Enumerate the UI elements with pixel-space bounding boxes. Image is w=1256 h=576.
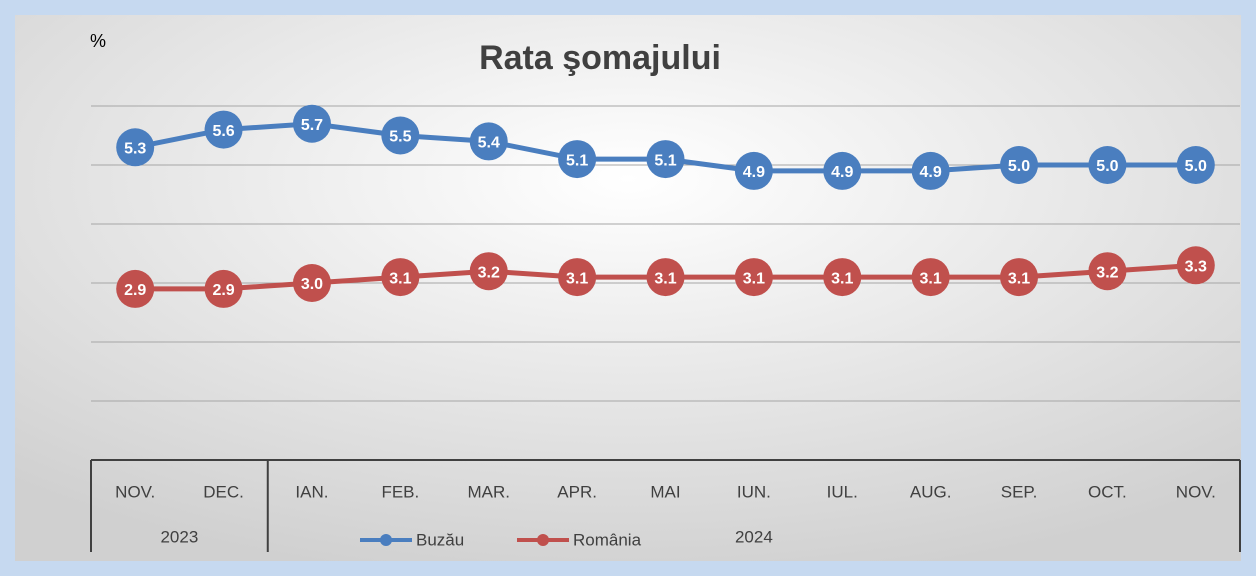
data-point	[911, 151, 950, 190]
data-point	[1000, 146, 1039, 184]
x-tick-label: MAR.	[467, 482, 510, 501]
data-label: 5.3	[124, 141, 146, 158]
x-tick-label: DEC.	[203, 482, 244, 501]
data-label: 3.1	[566, 270, 588, 287]
data-label: 5.0	[1096, 158, 1118, 175]
data-label: 5.1	[566, 152, 588, 169]
legend-label: România	[573, 530, 642, 549]
data-point	[1088, 146, 1127, 184]
data-point	[558, 258, 597, 297]
x-tick-label: IAN.	[295, 482, 328, 501]
legend-marker	[537, 534, 549, 546]
data-label: 3.1	[743, 270, 765, 287]
chart-title: Rata şomajului	[479, 39, 721, 77]
data-label: 3.1	[831, 270, 853, 287]
data-label: 3.1	[654, 270, 676, 287]
data-point	[1000, 258, 1039, 297]
x-tick-label: SEP.	[1001, 482, 1038, 501]
data-label: 5.0	[1185, 158, 1207, 175]
data-label: 5.5	[389, 129, 411, 146]
data-label: 3.2	[478, 264, 500, 281]
x-tick-label: FEB.	[381, 482, 419, 501]
x-tick-label: NOV.	[115, 482, 155, 501]
data-point	[469, 252, 508, 291]
data-point	[558, 140, 597, 179]
x-tick-label: AUG.	[910, 482, 952, 501]
x-tick-label: APR.	[557, 482, 597, 501]
data-point	[292, 264, 331, 302]
data-label: 2.9	[212, 282, 234, 299]
data-label: 4.9	[920, 164, 942, 181]
data-label: 4.9	[743, 164, 765, 181]
data-point	[823, 258, 862, 297]
data-point	[204, 269, 243, 308]
unit-label: %	[90, 31, 106, 51]
data-point	[381, 116, 420, 155]
data-label: 3.2	[1096, 264, 1118, 281]
data-label: 3.1	[1008, 270, 1030, 287]
data-point	[292, 104, 331, 143]
data-point	[381, 258, 420, 297]
data-label: 5.6	[212, 123, 234, 140]
data-label: 2.9	[124, 282, 146, 299]
data-point	[911, 258, 950, 297]
data-point	[1176, 146, 1215, 184]
data-label: 4.9	[831, 164, 853, 181]
data-label: 3.1	[389, 270, 411, 287]
data-label: 5.1	[654, 152, 676, 169]
data-point	[734, 151, 773, 190]
data-point	[823, 151, 862, 190]
data-point	[734, 258, 773, 297]
data-point	[469, 122, 508, 161]
data-point	[116, 128, 155, 167]
x-tick-label: IUL.	[827, 482, 858, 501]
data-label: 3.3	[1185, 259, 1207, 276]
x-tick-label: NOV.	[1176, 482, 1216, 501]
x-tick-label: IUN.	[737, 482, 771, 501]
data-label: 5.4	[478, 135, 500, 152]
data-point	[1088, 252, 1127, 291]
data-point	[646, 258, 685, 297]
data-point	[646, 140, 685, 179]
data-label: 5.0	[1008, 158, 1030, 175]
legend-label: Buzău	[416, 530, 464, 549]
x-tick-label: MAI	[650, 482, 680, 501]
data-point	[116, 269, 155, 308]
data-label: 3.1	[920, 270, 942, 287]
group-label: 2023	[160, 527, 198, 546]
data-label: 5.7	[301, 117, 323, 134]
data-point	[204, 110, 243, 149]
group-label: 2024	[735, 527, 773, 546]
data-label: 3.0	[301, 276, 323, 293]
x-tick-label: OCT.	[1088, 482, 1127, 501]
legend-marker	[380, 534, 392, 546]
data-point	[1176, 246, 1215, 285]
